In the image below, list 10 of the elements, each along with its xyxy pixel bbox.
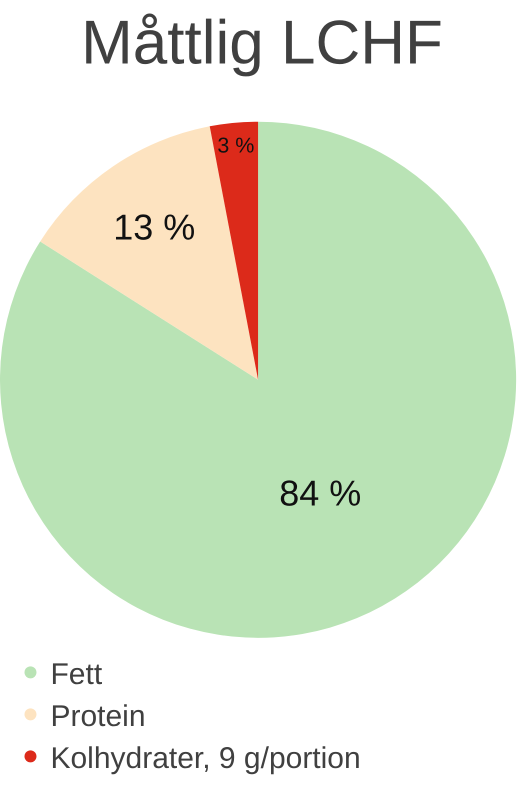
- legend-label: Fett: [50, 658, 103, 692]
- pie-slice: [0, 122, 516, 638]
- pie-slice: [210, 122, 258, 380]
- pie-slice: [40, 126, 258, 380]
- data-label: 13 %: [113, 206, 196, 248]
- data-label: 84 %: [279, 472, 362, 514]
- legend-label: Kolhydrater, 9 g/portion: [50, 742, 361, 776]
- legend-label: Protein: [50, 700, 146, 734]
- chart-title: Måttlig LCHF: [81, 8, 443, 78]
- data-label: 3 %: [217, 133, 254, 158]
